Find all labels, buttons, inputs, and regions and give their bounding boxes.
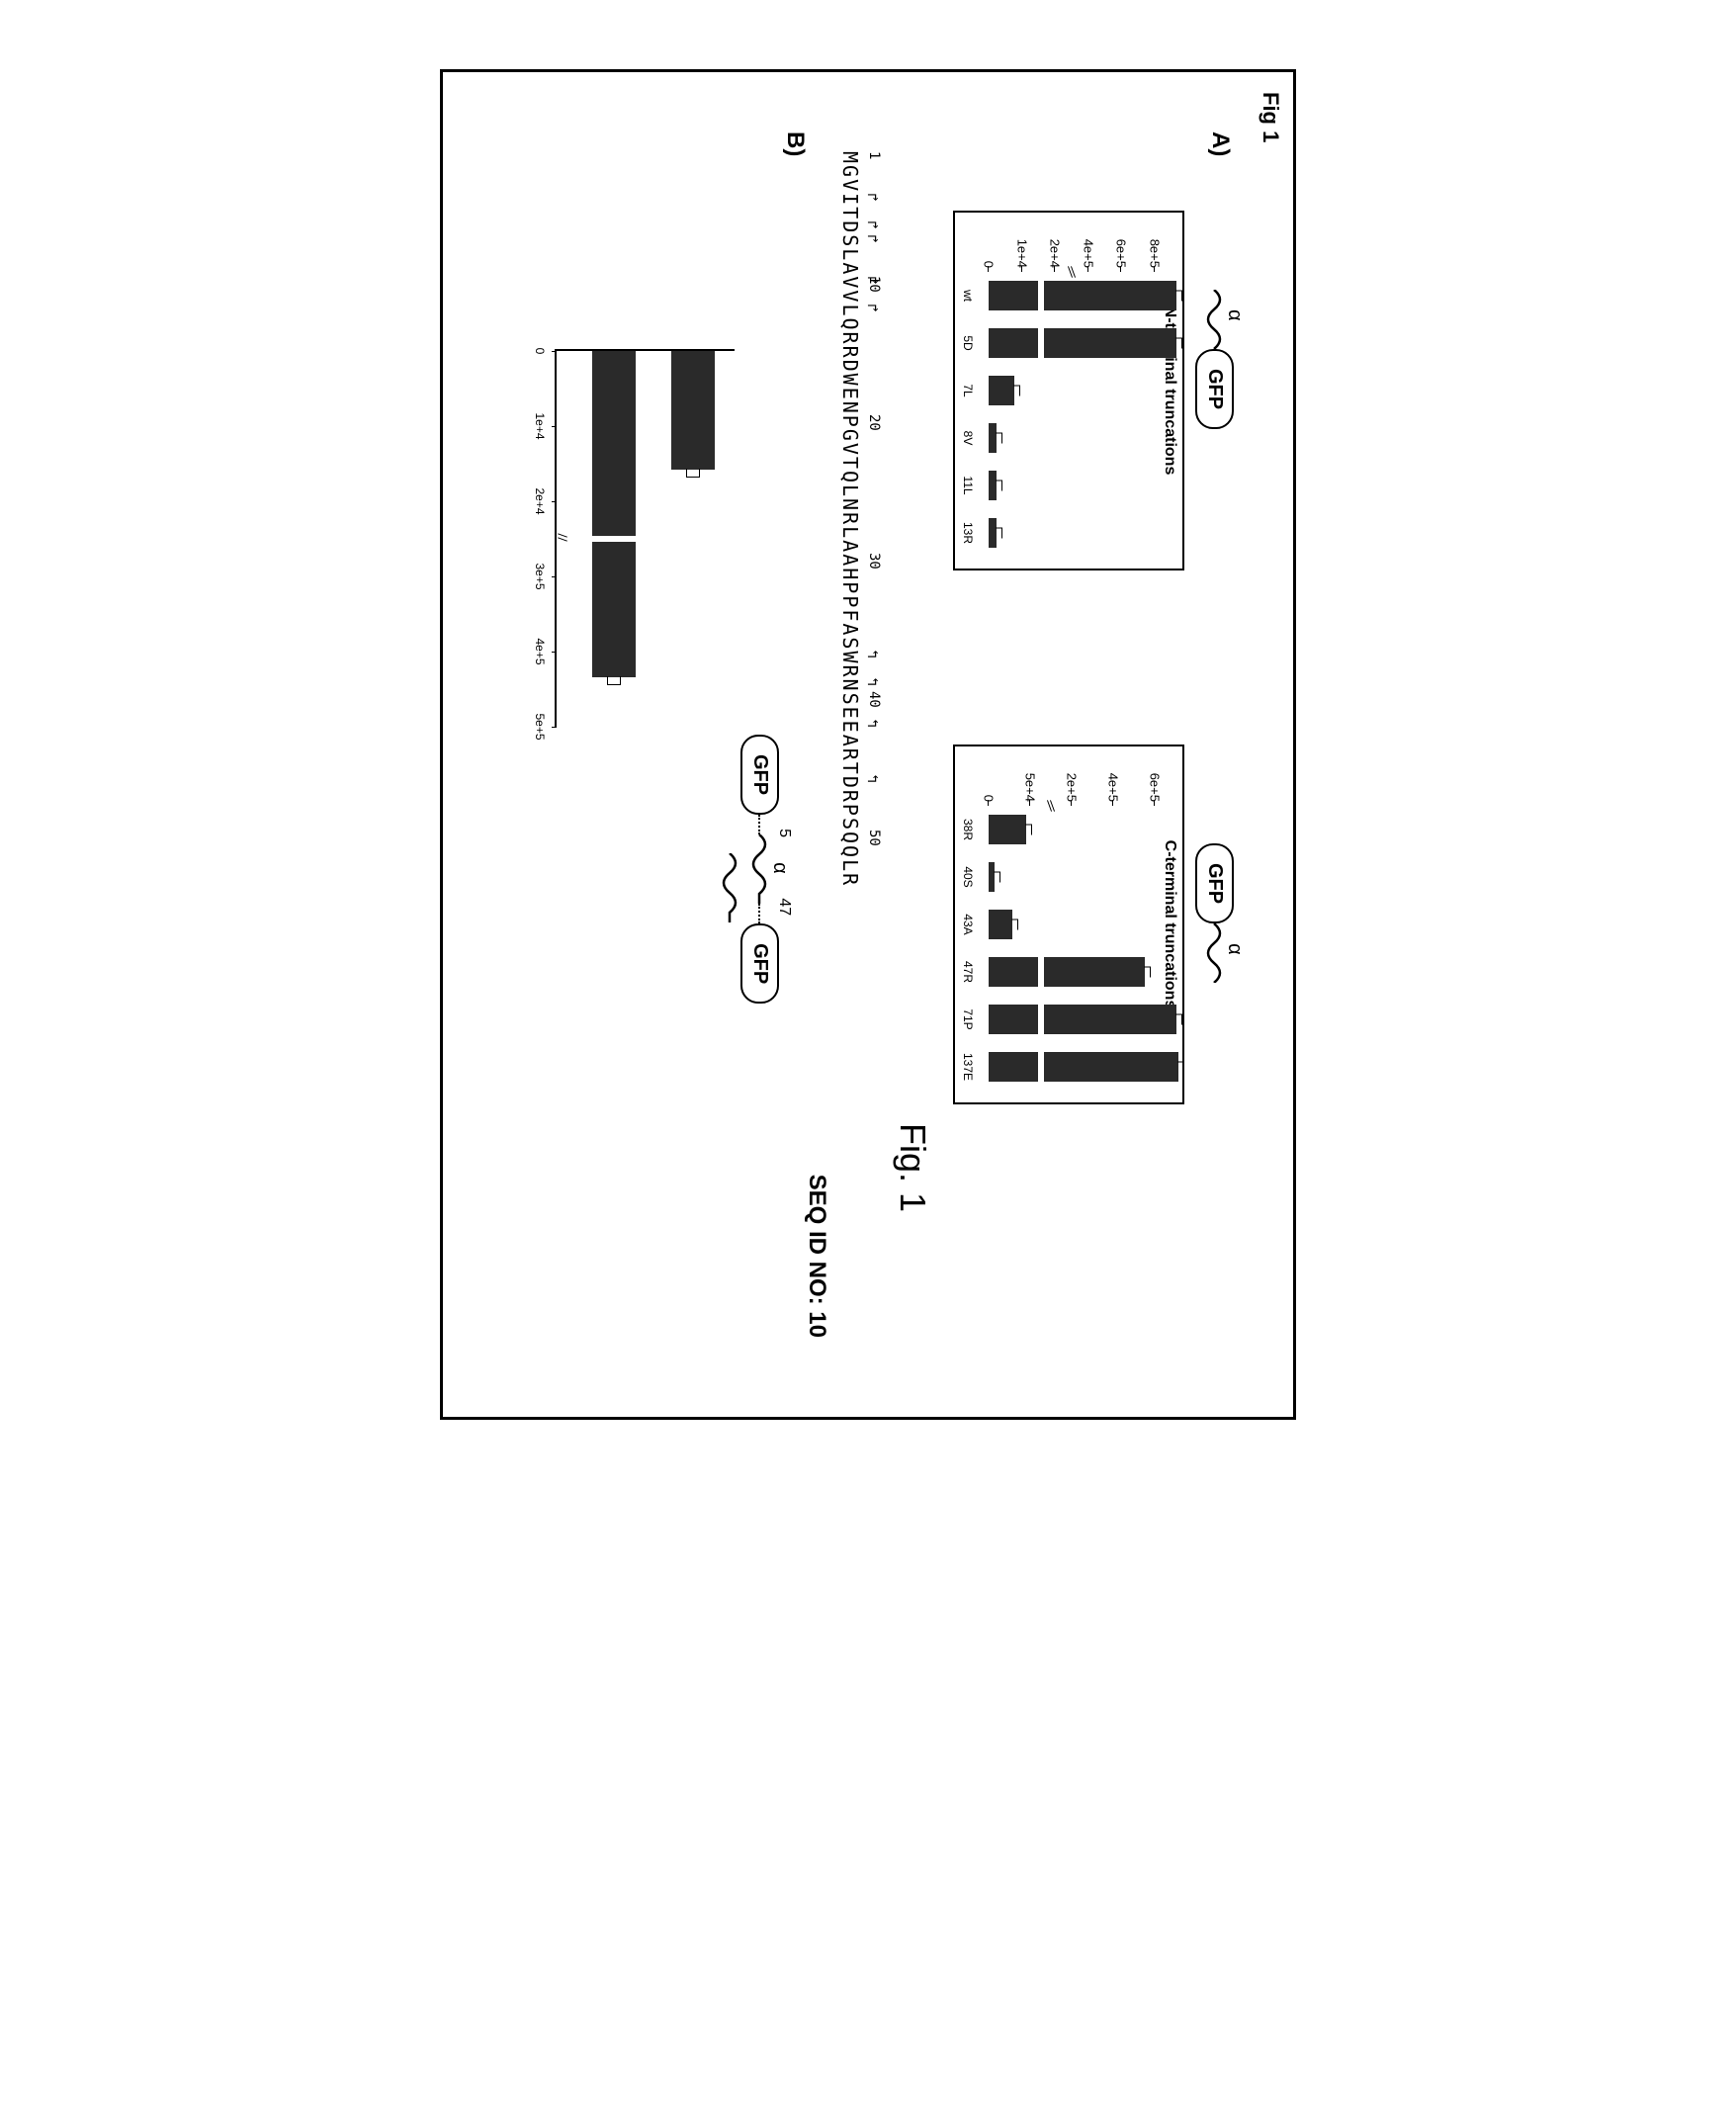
n-arrow-icon: ↱	[864, 304, 882, 314]
construct-b: GFP 5 α 47 GFP	[740, 735, 779, 1004]
alpha-squiggle-icon: α	[1203, 923, 1227, 983]
alpha-squiggle-icon: α	[1203, 290, 1227, 349]
bar	[989, 328, 1176, 358]
gfp-box: GFP	[1195, 349, 1234, 429]
x-tick-label: 2e+4	[533, 487, 547, 514]
c-arrow-icon: ↰	[864, 774, 882, 785]
bar	[989, 1005, 1176, 1034]
bar	[989, 957, 1145, 987]
sequence-position-label: 50	[866, 830, 882, 846]
sequence-position-label: 30	[866, 553, 882, 570]
n-arrow-icon: ↱	[864, 234, 882, 245]
x-tick-label: 40S	[961, 866, 975, 887]
n-arrow-icon: ↱	[864, 220, 882, 231]
gfp-box: GFP	[740, 923, 779, 1004]
sequence-row: 11020304050 ↱↱↱↱↱↰↰↰↰ MGVITDSLAVVLQRRDWE…	[838, 151, 862, 1318]
x-tick-label: wt	[961, 290, 975, 302]
construct-c-terminal: GFP α	[1195, 843, 1234, 983]
y-tick-label: 6e+5	[1148, 752, 1163, 802]
bar	[989, 281, 1176, 310]
sequence-position-label: 40	[866, 691, 882, 708]
x-tick-label: 13R	[961, 522, 975, 544]
y-tick-label: 4e+5	[1106, 752, 1121, 802]
construct-b-row2	[718, 853, 741, 922]
figure-inner-label: Fig 1	[1258, 92, 1283, 142]
bar	[989, 471, 997, 500]
dotted-line-icon	[759, 815, 761, 834]
construct-n-terminal: α GFP	[1195, 290, 1234, 429]
panel-b-label: B)	[781, 131, 809, 156]
bar	[989, 815, 1026, 844]
hbar	[671, 351, 715, 470]
c-arrow-icon: ↰	[864, 677, 882, 688]
x-tick-label: 137E	[961, 1053, 975, 1081]
sequence-position-label: 20	[866, 414, 882, 431]
alpha-label: α	[1224, 943, 1247, 955]
chart-area: 05e+42e+54e+56e+538R40S43A47R71P137E	[989, 806, 1155, 1091]
y-tick-label: 2e+5	[1065, 752, 1080, 802]
n-arrow-icon: ↱	[864, 193, 882, 204]
y-tick-label: 0	[982, 752, 997, 802]
bar	[989, 910, 1012, 939]
alpha-label: α	[1224, 309, 1247, 321]
chart-b: 01e+42e+43e+54e+55e+5	[555, 349, 735, 727]
x-tick-label: 5e+5	[533, 713, 547, 740]
sequence-text: MGVITDSLAVVLQRRDWENPGVTQLNRLAAHPPFASWRNS…	[838, 151, 862, 887]
chart-c-terminal: C-terminal truncations 05e+42e+54e+56e+5…	[953, 745, 1184, 1104]
c-arrow-icon: ↰	[864, 719, 882, 730]
bar	[989, 518, 997, 548]
y-tick-label: 1e+4	[1014, 219, 1029, 268]
n-arrow-icon: ↱	[864, 276, 882, 287]
x-tick-label: 71P	[961, 1008, 975, 1029]
x-tick-label: 5D	[961, 335, 975, 350]
chart-n-terminal: N-terminal truncations 01e+42e+44e+56e+5…	[953, 211, 1184, 570]
y-tick-label: 0	[982, 219, 997, 268]
x-tick-label: 0	[533, 348, 547, 355]
y-tick-label: 5e+4	[1023, 752, 1038, 802]
alpha-squiggle-icon: α	[748, 834, 772, 904]
panel-a-label: A)	[1206, 131, 1234, 156]
x-tick-label: 3e+5	[533, 563, 547, 589]
dotted-line-icon	[759, 904, 761, 923]
x-tick-label: 47R	[961, 961, 975, 983]
x-tick-label: 4e+5	[533, 638, 547, 664]
figure-caption: Fig. 1	[892, 1123, 933, 1212]
x-tick-label: 1e+4	[533, 412, 547, 439]
figure-frame: Fig 1 A) α GFP GFP α N-terminal truncati…	[440, 69, 1296, 1420]
alpha-squiggle-icon	[718, 853, 741, 922]
x-tick-label: 8V	[961, 431, 975, 446]
chart-area: 01e+42e+44e+56e+58e+5wt5D7L8V11L13R	[989, 272, 1155, 557]
panel-b: B) GFP 5 α 47 GFP 01e+42e+43e+54e+55e+5	[522, 92, 809, 1338]
x-tick-label: 43A	[961, 914, 975, 934]
hbar	[592, 351, 636, 677]
alpha-label: α	[769, 862, 792, 874]
y-tick-label: 4e+5	[1081, 219, 1095, 268]
sequence-position-label: 1	[866, 151, 882, 159]
y-tick-label: 8e+5	[1148, 219, 1163, 268]
bound-5-label: 5	[776, 829, 794, 837]
bar	[989, 376, 1014, 405]
c-arrow-icon: ↰	[864, 650, 882, 660]
bar	[989, 862, 995, 892]
chart-title: C-terminal truncations	[1161, 840, 1178, 1009]
gfp-box: GFP	[740, 735, 779, 815]
bar	[989, 1052, 1178, 1082]
bar	[989, 423, 997, 453]
gfp-box: GFP	[1195, 843, 1234, 923]
x-tick-label: 38R	[961, 819, 975, 840]
x-tick-label: 7L	[961, 384, 975, 396]
x-tick-label: 11L	[961, 476, 975, 494]
bound-47-label: 47	[776, 898, 794, 916]
y-tick-label: 6e+5	[1114, 219, 1129, 268]
y-tick-label: 2e+4	[1048, 219, 1063, 268]
